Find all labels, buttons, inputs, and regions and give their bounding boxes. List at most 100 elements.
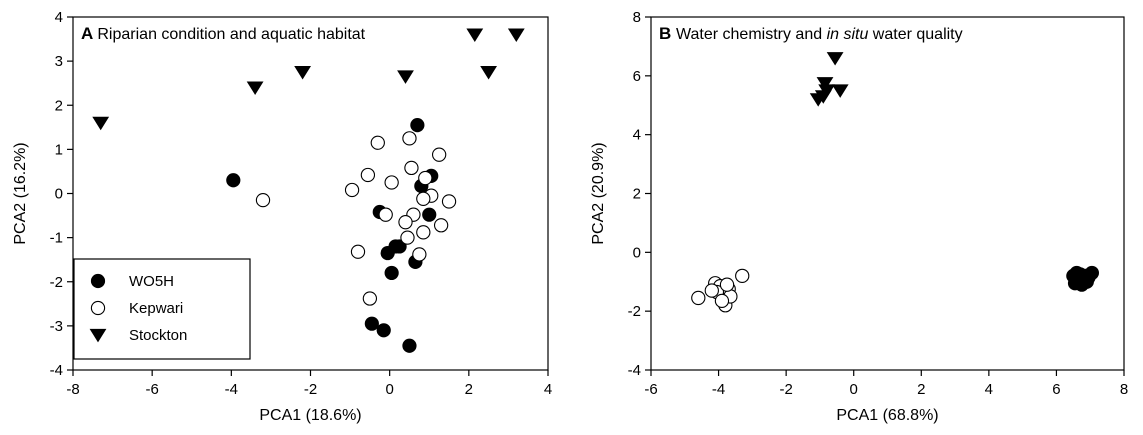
data-point-stockton [816, 77, 834, 91]
data-point-stockton [831, 84, 849, 98]
panel-title-text: Riparian condition and aquatic habitat [97, 26, 365, 43]
data-point-stockton [294, 66, 312, 80]
y-tick-label: 2 [55, 97, 63, 114]
y-axis-title: PCA2 (16.2%) [12, 142, 29, 244]
x-axis-title: PCA1 (18.6%) [259, 407, 361, 424]
panel-title-text: Water chemistry and [676, 26, 827, 43]
y-tick-label: 1 [55, 141, 63, 158]
x-tick-label: -2 [304, 381, 317, 398]
data-point-kepwari [412, 247, 427, 262]
y-tick-label: 0 [55, 186, 63, 203]
data-point-kepwari [400, 230, 415, 245]
data-point-kepwari [433, 218, 449, 233]
data-point-wo5h [1069, 265, 1084, 281]
data-point-kepwari [402, 131, 417, 146]
legend-marker-stockton [89, 328, 107, 343]
data-point-kepwari [398, 215, 413, 230]
x-tick-label: 2 [465, 381, 473, 398]
x-tick-label: -4 [712, 381, 725, 398]
series-wo5h [1066, 265, 1100, 292]
data-point-wo5h [384, 265, 399, 281]
x-tick-label: 4 [985, 381, 993, 398]
series-stockton [92, 28, 525, 131]
y-tick-label: -2 [50, 274, 63, 291]
series-stockton [809, 52, 849, 107]
panel-title-text: in situ [827, 26, 869, 43]
data-point-kepwari [344, 182, 360, 198]
data-point-wo5h [376, 323, 391, 338]
data-point-stockton [826, 52, 844, 66]
data-point-kepwari [378, 207, 393, 222]
data-point-kepwari [691, 290, 706, 306]
data-point-kepwari [384, 175, 399, 190]
data-point-stockton [507, 28, 525, 42]
x-tick-label: 6 [1052, 381, 1060, 398]
x-tick-label: 0 [850, 381, 858, 398]
y-tick-label: -4 [628, 362, 641, 379]
data-point-kepwari [416, 191, 431, 206]
data-point-kepwari [704, 283, 719, 298]
y-tick-label: -1 [50, 230, 63, 247]
panel-title: B Water chemistry and in situ water qual… [659, 24, 963, 43]
data-point-kepwari [441, 194, 457, 209]
panel-a: -8 -6 -4 -2 0 2 4 -4 -3 -2 -1 0 1 2 3 4 PCA1 (18.6%) PCA2… [12, 9, 552, 424]
legend: WO5H Kepwari Stockton [73, 258, 251, 360]
data-point-stockton [246, 81, 264, 95]
x-tick-label: 4 [544, 381, 552, 398]
x-tick-label: -8 [66, 381, 79, 398]
panel-letter: A [81, 24, 97, 43]
y-tick-label: -4 [50, 362, 63, 379]
data-point-kepwari [370, 135, 385, 150]
data-point-stockton [397, 70, 414, 84]
data-point-kepwari [431, 147, 447, 162]
panel-title: A Riparian condition and aquatic habitat [81, 24, 366, 43]
data-point-stockton [480, 66, 498, 80]
x-tick-label: -4 [225, 381, 238, 398]
legend-marker-kepwari [90, 300, 106, 316]
data-point-kepwari [416, 225, 431, 240]
legend-label-wo5h: WO5H [129, 273, 174, 290]
series-wo5h [226, 118, 439, 353]
x-tick-label: 2 [917, 381, 925, 398]
data-point-stockton [809, 93, 827, 107]
data-point-wo5h [410, 118, 425, 133]
x-tick-label: 0 [385, 381, 393, 398]
data-point-kepwari [735, 268, 750, 284]
y-tick-label: 8 [633, 9, 641, 26]
data-point-stockton [92, 116, 110, 131]
data-point-kepwari [350, 244, 366, 259]
y-tick-label: 0 [633, 244, 641, 261]
data-point-kepwari [719, 277, 735, 292]
y-tick-label: 2 [633, 186, 641, 203]
plot-frame [650, 16, 1125, 371]
data-point-kepwari [360, 167, 376, 183]
data-point-wo5h [364, 316, 379, 331]
legend-marker-wo5h [90, 273, 106, 289]
data-point-kepwari [255, 192, 271, 208]
y-tick-label: 6 [633, 68, 641, 85]
y-tick-label: 4 [55, 9, 63, 26]
panel-title-text: water quality [868, 26, 962, 43]
y-axis-title: PCA2 (20.9%) [590, 142, 607, 244]
data-point-wo5h [380, 245, 395, 261]
data-point-wo5h [226, 173, 241, 188]
data-point-kepwari [714, 293, 730, 309]
data-point-kepwari [362, 291, 378, 306]
x-tick-label: -2 [779, 381, 792, 398]
x-tick-label: -6 [145, 381, 158, 398]
legend-label-kepwari: Kepwari [129, 300, 183, 317]
legend-label-stockton: Stockton [129, 327, 187, 344]
y-tick-label: 4 [633, 127, 641, 144]
data-point-stockton [466, 28, 484, 42]
y-tick-label: 3 [55, 53, 63, 70]
y-tick-label: -2 [628, 303, 641, 320]
data-point-kepwari [404, 160, 419, 176]
series-kepwari [255, 131, 457, 306]
panel-letter: B [659, 24, 676, 43]
x-axis-title: PCA1 (68.8%) [836, 407, 938, 424]
series-kepwari [691, 268, 750, 313]
x-tick-label: -6 [644, 381, 657, 398]
